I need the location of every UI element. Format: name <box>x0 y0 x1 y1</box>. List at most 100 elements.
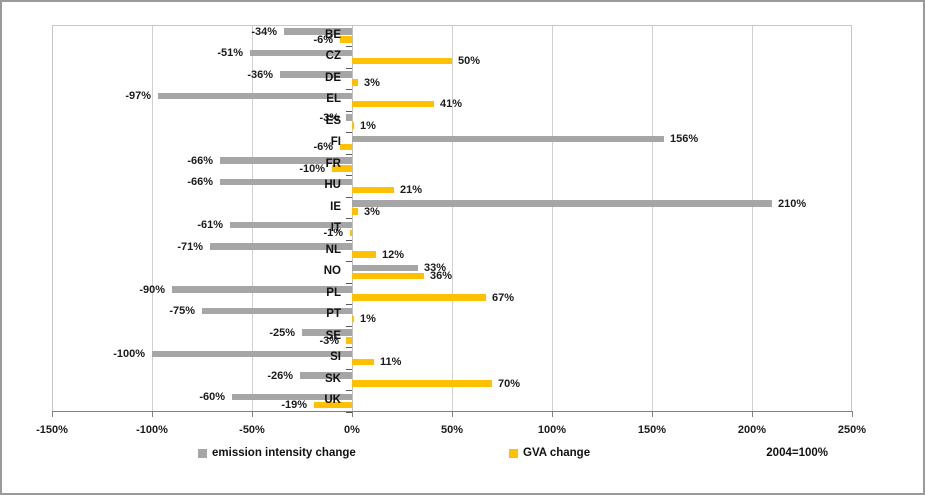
bar-emission-intensity-NO <box>352 264 418 272</box>
x-axis-label: 0% <box>344 424 360 436</box>
category-axis-tick <box>346 304 352 305</box>
bar-emission-intensity-PL <box>172 286 352 293</box>
bar-label-gva-EL: 41% <box>440 98 463 111</box>
bar-label-emission-intensity-IT: -61% <box>197 219 223 232</box>
gridline <box>551 25 553 412</box>
legend-item-gva: GVA change <box>509 447 590 459</box>
bar-label-gva-FR: -10% <box>299 162 325 175</box>
gridline <box>251 25 253 412</box>
legend-label-gva: GVA change <box>523 447 591 459</box>
plot-area: -34% -51% -36% -97% -3% 156% -66% -66% 210% -61% -… <box>52 24 852 413</box>
category-axis-tick <box>346 67 352 69</box>
category-label-SE: SE <box>325 329 341 342</box>
bar-label-gva-HU: 21% <box>400 184 423 197</box>
x-axis-tick <box>52 412 53 417</box>
category-label-NL: NL <box>325 243 341 256</box>
category-label-NO: NO <box>323 265 341 278</box>
bar-emission-intensity-DE <box>280 71 352 78</box>
category-axis-tick <box>346 24 352 26</box>
x-axis-tick <box>652 412 653 417</box>
bar-emission-intensity-IT <box>230 221 352 229</box>
category-label-ES: ES <box>325 114 341 127</box>
bar-label-emission-intensity-PL: -90% <box>139 283 165 296</box>
bar-label-emission-intensity-ES: -3% <box>319 111 339 124</box>
bar-gva-UK <box>314 401 352 409</box>
bar-gva-PT <box>352 315 354 323</box>
legend-item-emission-intensity: emission intensity change <box>198 447 356 459</box>
bar-gva-HU <box>352 186 394 194</box>
x-axis-label: 200% <box>737 424 767 436</box>
bar-gva-IT <box>350 229 352 237</box>
bar-label-gva-IT: -1% <box>323 227 343 240</box>
bar-label-gva-IE: 3% <box>364 205 380 218</box>
bar-emission-intensity-SK <box>300 372 352 379</box>
bar-label-emission-intensity-NL: -71% <box>177 240 203 253</box>
category-axis-tick <box>346 282 352 284</box>
bar-label-emission-intensity-DE: -36% <box>247 68 273 81</box>
bar-gva-FR <box>332 165 352 172</box>
bar-gva-NO <box>352 272 424 280</box>
x-axis-tick <box>752 412 753 417</box>
bar-label-emission-intensity-EL: -97% <box>125 90 151 103</box>
category-axis-tick <box>346 132 352 133</box>
category-label-SI: SI <box>330 351 341 364</box>
bar-gva-ES <box>352 122 354 129</box>
category-axis-tick <box>346 261 352 262</box>
category-label-UK: UK <box>324 394 341 407</box>
bar-label-emission-intensity-BE: -34% <box>251 25 277 38</box>
bar-emission-intensity-ES <box>346 114 352 121</box>
gridline <box>151 25 153 412</box>
x-axis-label: 100% <box>537 424 567 436</box>
bar-label-gva-SK: 70% <box>498 377 521 390</box>
bar-label-gva-SE: -3% <box>319 334 339 347</box>
x-axis-label: 150% <box>637 424 667 436</box>
bar-emission-intensity-HU <box>220 178 352 186</box>
bar-emission-intensity-SE <box>302 329 352 336</box>
x-axis-tick <box>352 412 353 417</box>
x-axis-label: -50% <box>239 424 265 436</box>
bar-label-emission-intensity-HU: -66% <box>187 176 213 189</box>
x-axis-tick <box>852 412 853 417</box>
x-axis-tick <box>452 412 453 417</box>
category-axis-tick <box>346 390 352 391</box>
bar-label-emission-intensity-FR: -66% <box>187 154 213 167</box>
category-axis-tick <box>346 46 352 47</box>
category-label-HU: HU <box>324 179 341 192</box>
x-axis-tick <box>252 412 253 417</box>
category-label-EL: EL <box>326 93 341 106</box>
bar-gva-FI <box>340 143 352 151</box>
bar-label-emission-intensity-SK: -26% <box>267 369 293 382</box>
legend-swatch-emission-intensity <box>198 448 207 458</box>
category-axis-tick <box>346 175 352 176</box>
x-axis-tick <box>152 412 153 417</box>
bar-emission-intensity-NL <box>210 243 352 250</box>
bar-gva-NL <box>352 251 376 258</box>
bar-emission-intensity-EL <box>158 92 352 100</box>
bar-gva-BE <box>340 36 352 43</box>
bar-gva-CZ <box>352 57 452 65</box>
category-label-CZ: CZ <box>325 50 341 63</box>
bar-label-emission-intensity-PT: -75% <box>169 305 195 318</box>
bar-label-gva-NL: 12% <box>382 248 405 261</box>
bar-label-emission-intensity-CZ: -51% <box>217 47 243 60</box>
bar-gva-SI <box>352 358 374 366</box>
category-axis-tick <box>346 239 352 241</box>
bar-emission-intensity-FR <box>220 157 352 164</box>
x-axis-tick <box>552 412 553 417</box>
bar-label-emission-intensity-SE: -25% <box>269 326 295 339</box>
bar-label-gva-FI: -6% <box>313 141 333 154</box>
legend-label-emission-intensity: emission intensity change <box>212 447 356 459</box>
category-label-DE: DE <box>325 71 341 84</box>
x-axis-label: 250% <box>837 424 867 436</box>
category-axis-tick <box>346 411 352 413</box>
bar-label-gva-DE: 3% <box>364 76 380 89</box>
bar-emission-intensity-BE <box>284 28 352 35</box>
bar-gva-PL <box>352 294 486 301</box>
gridline <box>451 25 453 412</box>
category-label-FI: FI <box>330 136 341 149</box>
gridline <box>651 25 653 412</box>
category-label-SK: SK <box>325 372 341 385</box>
bar-label-emission-intensity-IE: 210% <box>778 197 807 210</box>
category-label-IE: IE <box>330 200 341 213</box>
